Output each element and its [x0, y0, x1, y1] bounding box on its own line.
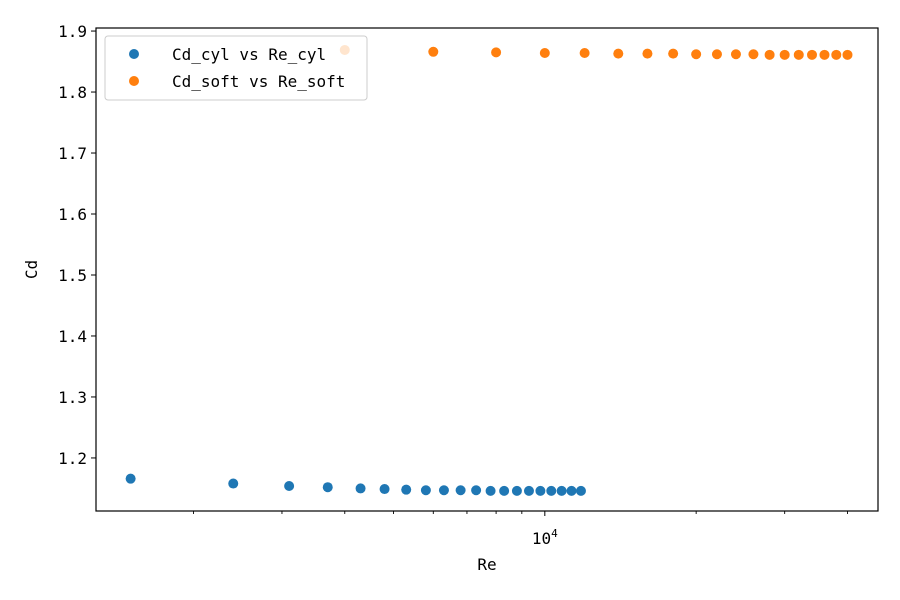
y-axis-label: Cd — [22, 260, 41, 279]
y-tick-label: 1.9 — [58, 22, 87, 41]
data-point — [471, 485, 482, 496]
x-axis-label: Re — [477, 555, 496, 574]
data-point — [711, 49, 722, 60]
y-tick-label: 1.5 — [58, 266, 87, 285]
data-point — [401, 484, 412, 495]
data-point — [322, 482, 333, 493]
data-point — [793, 49, 804, 60]
data-point — [691, 49, 702, 60]
data-point — [499, 485, 510, 496]
data-point — [125, 473, 136, 484]
x-tick-label: 104 — [532, 527, 558, 548]
data-point — [579, 48, 590, 59]
data-point — [730, 49, 741, 60]
data-point — [420, 485, 431, 496]
data-point — [642, 48, 653, 59]
y-axis: 1.2 1.3 1.4 1.5 1.6 1.7 1.8 1.9 — [58, 22, 96, 468]
legend: Cd_cyl vs Re_cyl Cd_soft vs Re_soft — [104, 35, 368, 101]
data-point — [485, 485, 496, 496]
plot-content — [125, 44, 853, 496]
data-point — [523, 485, 534, 496]
data-point — [546, 485, 557, 496]
series-1 — [339, 44, 853, 60]
data-point — [613, 48, 624, 59]
y-tick-label: 1.7 — [58, 144, 87, 163]
data-point — [764, 49, 775, 60]
data-point — [455, 485, 466, 496]
data-point — [539, 48, 550, 59]
data-point — [748, 49, 759, 60]
legend-label-cd-cyl: Cd_cyl vs Re_cyl — [172, 45, 326, 64]
y-tick-label: 1.8 — [58, 83, 87, 102]
legend-label-cd-soft: Cd_soft vs Re_soft — [172, 72, 345, 91]
data-point — [491, 47, 502, 58]
data-point — [355, 483, 366, 494]
data-point — [511, 485, 522, 496]
data-point — [428, 46, 439, 57]
data-point — [566, 485, 577, 496]
data-point — [831, 49, 842, 60]
x-axis: 104 — [192, 511, 848, 548]
legend-marker-cd-cyl — [129, 49, 139, 59]
series-0 — [125, 473, 586, 496]
y-tick-label: 1.2 — [58, 449, 87, 468]
data-point — [228, 478, 239, 489]
legend-box — [104, 35, 368, 101]
legend-marker-cd-soft — [129, 76, 139, 86]
data-point — [819, 49, 830, 60]
y-tick-label: 1.3 — [58, 388, 87, 407]
y-tick-label: 1.4 — [58, 327, 87, 346]
data-point — [807, 49, 818, 60]
data-point — [535, 485, 546, 496]
data-point — [379, 484, 390, 495]
data-point — [668, 48, 679, 59]
data-point — [575, 485, 586, 496]
data-point — [779, 49, 790, 60]
data-point — [556, 485, 567, 496]
y-tick-label: 1.6 — [58, 205, 87, 224]
data-point — [842, 49, 853, 60]
data-point — [284, 480, 295, 491]
plot-frame — [95, 27, 879, 512]
data-point — [438, 485, 449, 496]
